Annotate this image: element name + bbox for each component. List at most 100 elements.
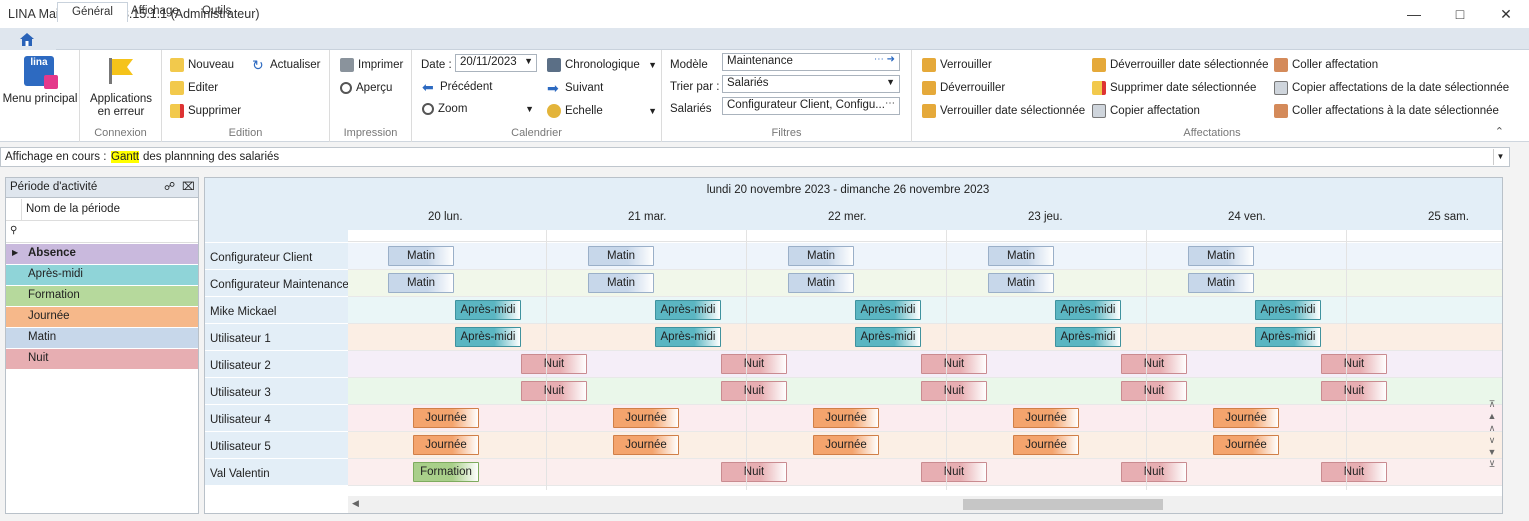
period-column-header[interactable]: Nom de la période — [6, 199, 198, 221]
gantt-bar[interactable]: Journée — [813, 435, 879, 455]
horizontal-scroll-thumb[interactable] — [963, 499, 1163, 510]
copier-date-button[interactable]: Copier affectations de la date sélection… — [1274, 79, 1509, 97]
minimize-icon[interactable]: — — [1407, 6, 1421, 22]
gantt-bar[interactable]: Nuit — [1321, 462, 1387, 482]
tab-affichage[interactable]: Affichage — [131, 5, 179, 17]
gantt-bar[interactable]: Matin — [588, 246, 654, 266]
gantt-bar[interactable]: Nuit — [921, 381, 987, 401]
gantt-bar[interactable]: Matin — [1188, 273, 1254, 293]
precedent-button[interactable]: ⬅ Précédent — [422, 78, 492, 96]
supprimer-date-button[interactable]: Supprimer date sélectionnée — [1092, 79, 1256, 97]
gantt-bar[interactable]: Nuit — [1121, 381, 1187, 401]
modele-field[interactable]: Maintenance ⋯ ➜ — [722, 53, 900, 71]
period-filter-row[interactable]: ⚲ — [6, 222, 198, 243]
actualiser-button[interactable]: ↻ Actualiser — [252, 56, 321, 74]
gantt-bar[interactable]: Nuit — [521, 354, 587, 374]
tab-outils[interactable]: Outils — [202, 5, 232, 17]
period-item[interactable]: Formation — [6, 286, 198, 307]
menu-principal-button[interactable]: Menu principal — [2, 93, 78, 105]
gantt-row[interactable] — [348, 324, 1502, 351]
gantt-bar[interactable]: Après-midi — [455, 300, 521, 320]
vertical-scroll-nav[interactable]: ⊼ ▲ ∧ ∨ ▼ ⊻ — [1487, 399, 1497, 469]
gantt-bar[interactable]: Nuit — [521, 381, 587, 401]
gantt-row-label[interactable]: Utilisateur 4 — [205, 405, 348, 432]
gantt-row-label[interactable]: Val Valentin — [205, 459, 348, 486]
chronologique-button[interactable]: Chronologique ▼ — [547, 56, 657, 74]
close-panel-icon[interactable]: ⌧ — [182, 181, 195, 193]
gantt-bar[interactable]: Nuit — [721, 381, 787, 401]
gantt-bar[interactable]: Après-midi — [855, 300, 921, 320]
gantt-bar[interactable]: Après-midi — [1055, 300, 1121, 320]
coller-affectation-button[interactable]: Coller affectation — [1274, 56, 1378, 74]
gantt-bar[interactable]: Journée — [1013, 408, 1079, 428]
gantt-bar[interactable]: Matin — [988, 246, 1054, 266]
gantt-bar[interactable]: Journée — [613, 408, 679, 428]
period-item[interactable]: Nuit — [6, 349, 198, 370]
gantt-bar[interactable]: Après-midi — [1055, 327, 1121, 347]
suivant-button[interactable]: ➡ Suivant — [547, 79, 603, 97]
gantt-row[interactable] — [348, 270, 1502, 297]
salaries-field[interactable]: Configurateur Client, Configu... ⋯ — [722, 97, 900, 115]
gantt-bar[interactable]: Après-midi — [455, 327, 521, 347]
period-item[interactable]: Matin — [6, 328, 198, 349]
gantt-row[interactable] — [348, 432, 1502, 459]
gantt-bar[interactable]: Journée — [813, 408, 879, 428]
gantt-bar[interactable]: Nuit — [1321, 354, 1387, 374]
trier-select[interactable]: Salariés ▼ — [722, 75, 900, 93]
ellipsis-icon[interactable]: ⋯ — [885, 98, 895, 109]
gantt-bar[interactable]: Nuit — [721, 354, 787, 374]
close-icon[interactable]: ✕ — [1500, 6, 1512, 22]
gantt-row-label[interactable]: Utilisateur 2 — [205, 351, 348, 378]
gantt-bar[interactable]: Journée — [413, 408, 479, 428]
copier-affectation-button[interactable]: Copier affectation — [1092, 102, 1200, 120]
maximize-icon[interactable]: □ — [1455, 6, 1465, 22]
period-item[interactable]: Après-midi — [6, 265, 198, 286]
gantt-row-label[interactable]: Configurateur Maintenance — [205, 270, 349, 297]
gantt-bar[interactable]: Formation — [413, 462, 479, 482]
echelle-button[interactable]: Echelle ▼ — [547, 102, 657, 120]
gantt-row-label[interactable]: Utilisateur 3 — [205, 378, 348, 405]
gantt-bar[interactable]: Nuit — [1321, 381, 1387, 401]
gantt-bar[interactable]: Après-midi — [1255, 327, 1321, 347]
period-item[interactable]: Absence — [6, 244, 198, 265]
gantt-bar[interactable]: Après-midi — [655, 300, 721, 320]
gantt-bar[interactable]: Nuit — [1121, 354, 1187, 374]
gantt-row[interactable] — [348, 297, 1502, 324]
gantt-bar[interactable]: Matin — [388, 273, 454, 293]
nouveau-button[interactable]: Nouveau — [170, 56, 234, 74]
editer-button[interactable]: Editer — [170, 79, 218, 97]
gantt-bar[interactable]: Après-midi — [1255, 300, 1321, 320]
gantt-bar[interactable]: Après-midi — [655, 327, 721, 347]
go-arrow-icon[interactable]: ⋯ ➜ — [873, 54, 895, 65]
apercu-button[interactable]: Aperçu — [340, 79, 392, 97]
verrouiller-date-button[interactable]: Verrouiller date sélectionnée — [922, 102, 1085, 120]
gantt-bar[interactable]: Nuit — [721, 462, 787, 482]
verrouiller-button[interactable]: Verrouiller — [922, 56, 992, 74]
tab-general[interactable]: Général — [57, 2, 128, 22]
home-tab[interactable] — [0, 30, 56, 50]
gantt-row-label[interactable]: Configurateur Client — [205, 243, 348, 270]
deverrouiller-button[interactable]: Déverrouiller — [922, 79, 1005, 97]
lina-logo-icon[interactable]: lina — [24, 56, 58, 89]
gantt-bar[interactable]: Après-midi — [855, 327, 921, 347]
gantt-bar[interactable]: Matin — [788, 246, 854, 266]
gantt-row-label[interactable]: Utilisateur 5 — [205, 432, 348, 459]
zoom-button[interactable]: Zoom ▼ — [422, 100, 534, 118]
gantt-bar[interactable]: Nuit — [921, 462, 987, 482]
gantt-bar[interactable]: Matin — [788, 273, 854, 293]
gantt-bar[interactable]: Matin — [988, 273, 1054, 293]
flag-icon[interactable] — [106, 56, 136, 84]
collapse-ribbon-icon[interactable]: ⌃ — [1494, 126, 1504, 138]
gantt-row-label[interactable]: Mike Mickael — [205, 297, 348, 324]
gantt-bar[interactable]: Journée — [1213, 435, 1279, 455]
imprimer-button[interactable]: Imprimer — [340, 56, 403, 74]
period-item[interactable]: Journée — [6, 307, 198, 328]
pin-icon[interactable]: ☍ — [164, 181, 176, 193]
gantt-bar[interactable]: Matin — [588, 273, 654, 293]
gantt-bar[interactable]: Journée — [1013, 435, 1079, 455]
gantt-bar[interactable]: Journée — [413, 435, 479, 455]
gantt-row[interactable] — [348, 405, 1502, 432]
date-picker[interactable]: 20/11/2023 ▼ — [455, 54, 537, 72]
gantt-row[interactable] — [348, 243, 1502, 270]
gantt-bar[interactable]: Journée — [1213, 408, 1279, 428]
